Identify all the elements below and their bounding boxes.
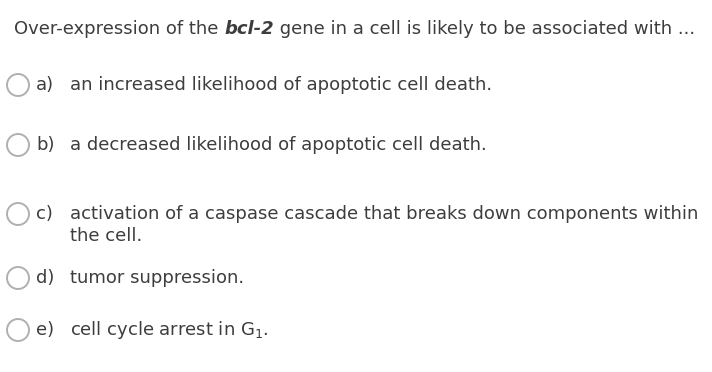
Text: activation of a caspase cascade that breaks down components within: activation of a caspase cascade that bre…	[70, 205, 698, 223]
Text: the cell.: the cell.	[70, 227, 142, 245]
Text: a): a)	[36, 76, 54, 94]
Text: c): c)	[36, 205, 53, 223]
Text: d): d)	[36, 269, 54, 287]
Text: e): e)	[36, 321, 54, 339]
Text: an increased likelihood of apoptotic cell death.: an increased likelihood of apoptotic cel…	[70, 76, 492, 94]
Text: a decreased likelihood of apoptotic cell death.: a decreased likelihood of apoptotic cell…	[70, 136, 487, 154]
Text: gene in a cell is likely to be associated with ...: gene in a cell is likely to be associate…	[273, 20, 695, 38]
Text: tumor suppression.: tumor suppression.	[70, 269, 244, 287]
Text: bcl-2: bcl-2	[224, 20, 273, 38]
Text: Over-expression of the: Over-expression of the	[14, 20, 224, 38]
Text: cell cycle arrest in G$_1$.: cell cycle arrest in G$_1$.	[70, 319, 268, 341]
Text: b): b)	[36, 136, 55, 154]
